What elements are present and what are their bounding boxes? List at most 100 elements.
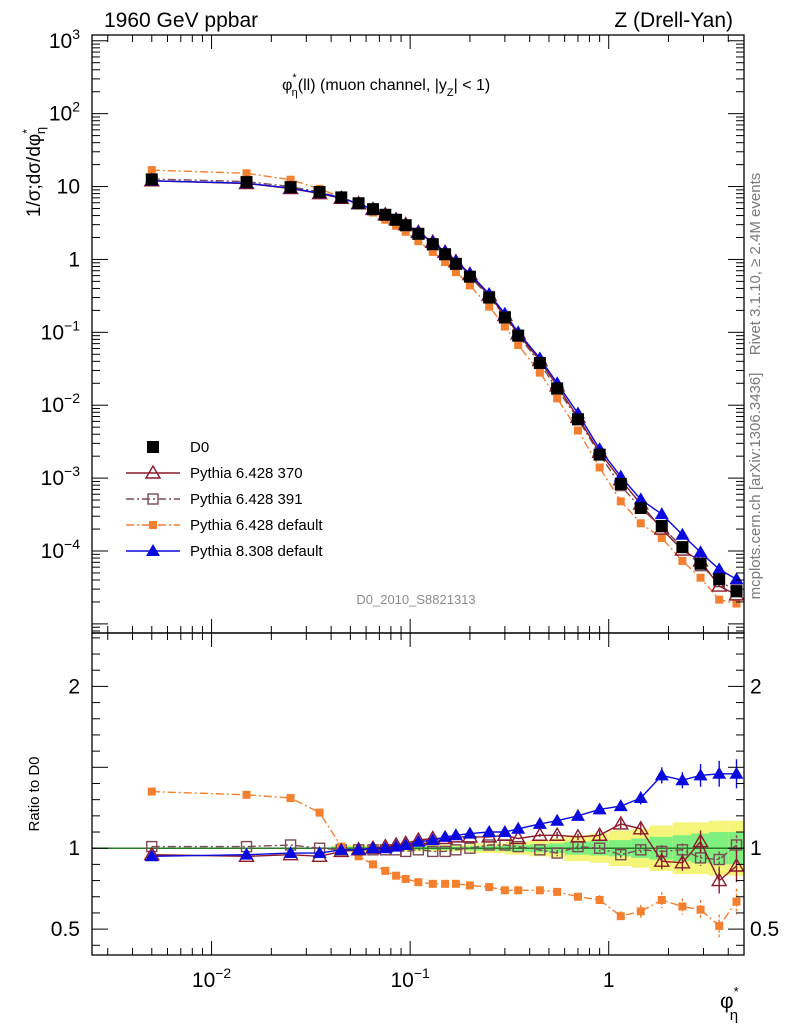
ratio-point-p391 [512, 840, 524, 853]
ratio-point-p8def [462, 826, 477, 839]
ratio-point-p6def [401, 874, 410, 883]
main-point-p6def [147, 166, 156, 175]
y-tick-label: 10−3 [41, 463, 81, 490]
main-point-p6def [616, 497, 625, 506]
ratio-point-p6def [715, 921, 724, 930]
ratio-point-p8def [438, 829, 453, 842]
header-right: Z (Drell-Yan) [614, 9, 733, 32]
main-point-p8def [712, 562, 727, 575]
main-point-data [533, 356, 546, 369]
svg-text:φ*η(ll) (muon channel, |yZ| <: φ* η(ll) (muon channel, |yZ| < 1) [282, 72, 490, 99]
svg-text:1/σ;dσ/dφ*η: 1/σ;dσ/dφ*η [20, 127, 48, 217]
main-point-p6def [732, 599, 741, 608]
ratio-point-p6def [286, 794, 295, 803]
ratio-point-p370 [710, 872, 728, 887]
main-point-data [713, 573, 726, 586]
ratio-point-p6def [636, 907, 645, 916]
ratio-point-p6def [553, 887, 562, 896]
ratio-point-p8def [654, 768, 669, 781]
main-point-p6def [500, 322, 509, 331]
ratio-point-p391 [635, 844, 647, 856]
ratio-point-p8def [283, 846, 298, 859]
ratio-point-p391 [450, 844, 462, 856]
x-tick-label: 10−1 [390, 965, 430, 992]
ratio-point-p8def [712, 766, 727, 779]
legend: D0 Pythia 6.428 370 Pythia 6.428 391 Pythia… [126, 439, 323, 560]
ratio-y-tick-label-right: 1 [750, 837, 762, 860]
main-point-p8def [693, 545, 708, 558]
ratio-point-p6def [616, 912, 625, 921]
ratio-point-p6def [354, 852, 363, 861]
ratio-point-p8def [378, 841, 393, 854]
ratio-point-p6def [678, 902, 687, 911]
ratio-point-p370 [692, 833, 709, 848]
main-point-data [412, 227, 425, 240]
main-point-p8def [729, 572, 744, 585]
ratio-point-p6def [500, 886, 509, 895]
main-point-data [676, 541, 689, 554]
header-left: 1960 GeV ppbar [104, 9, 258, 32]
ratio-panel-frame [91, 632, 745, 956]
ratio-point-p8def [398, 837, 413, 850]
main-point-p8def [675, 527, 690, 540]
ratio-point-p370 [632, 820, 649, 835]
ratio-point-p8def [312, 846, 327, 859]
ratio-point-p8def [425, 833, 440, 846]
main-point-data [483, 291, 496, 304]
side-label-rivet: Rivet 3.1.10, ≥ 2.4M events [747, 173, 764, 356]
main-point-data [593, 448, 606, 461]
main-point-data [694, 557, 707, 570]
ratio-point-p8def [351, 842, 366, 855]
legend-label-p8def: Pythia 8.308 default [190, 543, 323, 560]
side-label-mcplots: mcplots.cern.ch [arXiv:1306.3436] [747, 373, 764, 600]
x-tick-label: 1 [603, 969, 615, 992]
legend-label-p370: Pythia 6.428 370 [190, 465, 303, 482]
ratio-point-p391 [464, 842, 476, 854]
main-point-p6def [414, 237, 423, 246]
main-point-data [145, 173, 158, 186]
ratio-point-p6def [732, 897, 741, 906]
main-point-p6def [514, 341, 523, 350]
ratio-point-p8def [729, 766, 744, 779]
ratio-point-p8def [633, 791, 648, 804]
y-tick-label: 102 [49, 99, 80, 126]
main-line-p6def [151, 169, 737, 605]
ratio-point-p8def [334, 842, 349, 855]
ratio-point-p370 [509, 830, 527, 845]
ratio-point-p6def [315, 808, 324, 817]
main-point-data [366, 203, 379, 216]
main-point-p6def [553, 394, 562, 403]
ratio-point-p8def [448, 828, 463, 841]
ratio-point-p370 [569, 828, 587, 843]
main-point-p6def [441, 258, 450, 267]
ratio-point-p391 [713, 853, 725, 866]
ratio-point-p370 [612, 815, 629, 830]
legend-label-p6def: Pythia 6.428 default [190, 517, 323, 534]
ratio-point-p6def [485, 883, 494, 892]
ratio-point-p6def [595, 895, 604, 904]
svg-text:φ*η: φ* η [720, 984, 739, 1024]
ratio-y-tick-label-right: 0.5 [750, 918, 779, 941]
ratio-point-p6def [441, 879, 450, 888]
x-tick-label: 10−2 [192, 965, 232, 992]
ratio-point-p391 [427, 845, 439, 858]
main-point-data [284, 181, 297, 194]
ratio-point-p391 [615, 848, 627, 861]
title-sub: η [292, 87, 298, 99]
ratio-point-p6def [392, 871, 401, 880]
y-tick-label: 1 [68, 248, 80, 271]
y-tick-label: 10−4 [41, 536, 81, 563]
main-point-p6def [465, 281, 474, 290]
ratio-point-p391 [483, 839, 495, 851]
ratio-point-p370 [591, 826, 608, 841]
ratio-point-p6def [535, 886, 544, 895]
ratio-point-p391 [439, 845, 451, 858]
x-axis-label: φ* η [720, 984, 739, 1024]
main-point-data [426, 238, 439, 251]
ratio-point-p6def [514, 886, 523, 895]
ratio-point-p8def [511, 821, 526, 834]
legend-marker-data [147, 441, 159, 453]
main-point-data [655, 520, 668, 533]
ratio-point-p8def [497, 825, 512, 838]
main-point-p6def [286, 175, 295, 184]
